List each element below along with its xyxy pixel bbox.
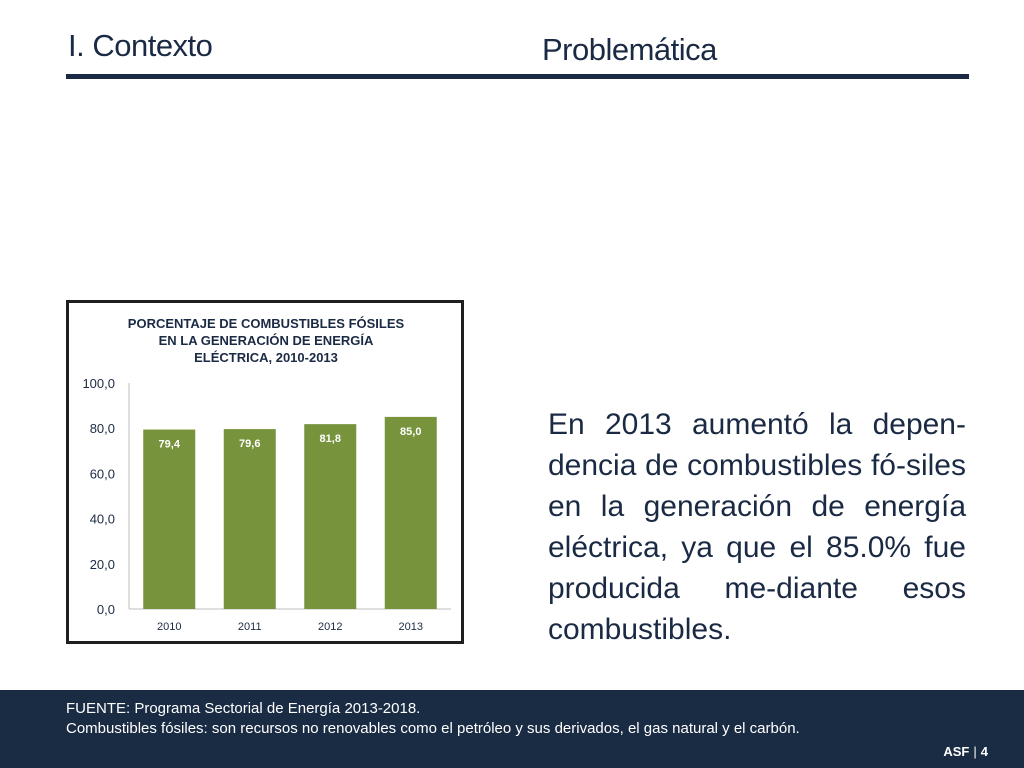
page-separator: | bbox=[973, 744, 977, 759]
header-divider bbox=[66, 74, 969, 79]
x-tick-label: 2012 bbox=[318, 621, 342, 633]
topic-title: Problemática bbox=[542, 32, 717, 67]
bar-chart: PORCENTAJE DE COMBUSTIBLES FÓSILES EN LA … bbox=[82, 316, 451, 633]
bar bbox=[384, 416, 437, 609]
page-indicator: ASF | 4 bbox=[943, 744, 988, 759]
chart-title-line: ELÉCTRICA, 2010-2013 bbox=[194, 350, 338, 365]
bar-data-label: 81,8 bbox=[320, 433, 341, 445]
footer-definition: Combustibles fósiles: son recursos no re… bbox=[66, 720, 800, 737]
summary-text: En 2013 aumentó la depen-dencia de combu… bbox=[548, 408, 966, 646]
x-tick-label: 2013 bbox=[399, 621, 423, 633]
bar bbox=[223, 429, 276, 609]
footer-bar: FUENTE: Programa Sectorial de Energía 20… bbox=[0, 690, 1024, 768]
y-tick-label: 0,0 bbox=[97, 602, 115, 617]
y-tick-label: 100,0 bbox=[82, 376, 115, 391]
footer-source: FUENTE: Programa Sectorial de Energía 20… bbox=[66, 700, 421, 717]
brand-label: ASF bbox=[943, 744, 970, 759]
section-title: I. Contexto bbox=[68, 28, 213, 63]
y-tick-label: 60,0 bbox=[90, 466, 115, 481]
y-tick-label: 40,0 bbox=[90, 512, 115, 527]
x-tick-label: 2011 bbox=[238, 621, 262, 633]
x-tick-label: 2010 bbox=[157, 621, 181, 633]
bar bbox=[304, 424, 357, 609]
chart-title-line: PORCENTAJE DE COMBUSTIBLES FÓSILES bbox=[128, 316, 405, 331]
y-tick-label: 20,0 bbox=[90, 557, 115, 572]
bar-data-label: 79,4 bbox=[159, 439, 181, 451]
chart-title-line: EN LA GENERACIÓN DE ENERGÍA bbox=[159, 333, 374, 348]
bar-data-label: 79,6 bbox=[239, 438, 260, 450]
chart-frame: PORCENTAJE DE COMBUSTIBLES FÓSILES EN LA … bbox=[66, 300, 464, 644]
bar bbox=[143, 429, 196, 609]
y-tick-label: 80,0 bbox=[90, 421, 115, 436]
bar-data-label: 85,0 bbox=[400, 426, 421, 438]
page-number: 4 bbox=[980, 744, 988, 759]
